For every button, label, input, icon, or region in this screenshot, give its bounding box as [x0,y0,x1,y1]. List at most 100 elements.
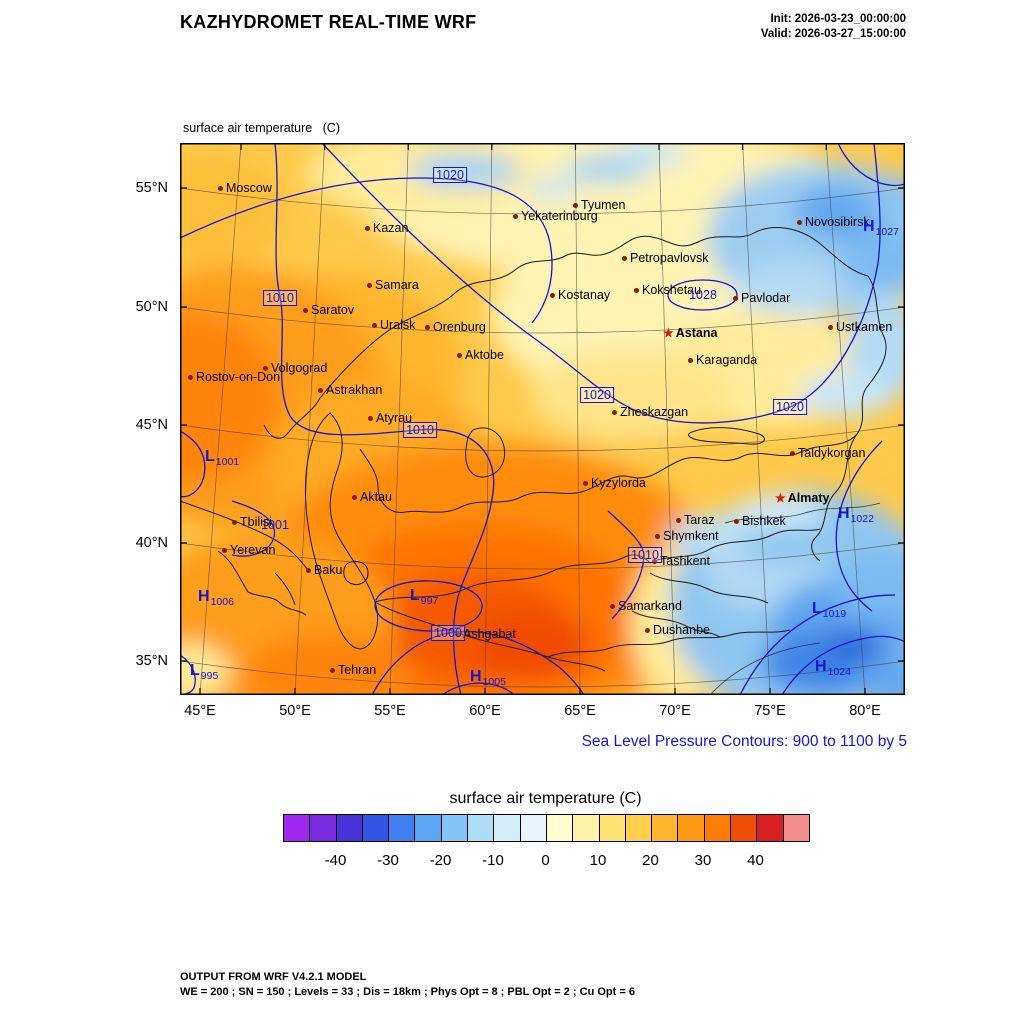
pressure-high-marker: H1005 [470,668,506,688]
lon-tick-label: 50°E [279,703,311,719]
colorbar-cell [310,815,337,841]
colorbar-tick-label: 0 [541,852,550,869]
map-overlay: Moscow Kazan Yekaterinburg Tyumen Novosibirs… [180,143,905,695]
city-dot-icon [455,631,460,637]
city-label: Petropavlovsk [630,251,709,265]
city-marker: Taraz [676,513,715,527]
pressure-low-marker: L1001 [205,448,240,468]
city-label: Taldykorgan [798,446,866,460]
pressure-value: 1001 [215,456,240,468]
city-dot-icon [733,295,738,301]
pressure-letter: L [205,448,215,465]
pressure-letter: L [190,662,200,679]
city-dot-icon [688,357,693,363]
colorbar-cell [573,815,600,841]
city-marker: Samarkand [610,599,682,613]
city-label: Aktau [360,490,392,504]
city-dot-icon [306,567,311,573]
colorbar-cell [704,815,732,841]
city-marker: ★ Almaty [775,491,829,505]
city-dot-icon [352,494,357,500]
city-dot-icon [232,519,237,525]
city-label: Taraz [684,513,715,527]
pressure-letter: H [815,658,827,675]
city-marker: Aktobe [457,348,504,362]
city-label: Shymkent [663,529,719,543]
pressure-value: 1027 [875,226,899,238]
city-dot-icon [828,324,833,330]
city-label: Dushanbe [653,623,710,637]
pressure-letter: L [812,600,822,617]
city-star-icon: ★ [663,326,674,340]
city-dot-icon [652,558,657,564]
city-label: Tehran [338,663,377,677]
map-borders [180,227,887,695]
map-frame-border [180,143,905,695]
city-label: Samarkand [618,599,682,613]
lon-tick-label: 80°E [849,703,881,719]
city-dot-icon [372,322,377,328]
lat-tick-label: 35°N [135,653,168,669]
pressure-value: 1024 [827,666,851,678]
city-label: Tbilisi [240,515,272,529]
pressure-value: 997 [420,595,439,607]
latitude-axis: 55°N 50°N 45°N 40°N 35°N [98,143,168,695]
pressure-high-marker: H1006 [198,588,234,608]
lat-tick-label: 55°N [135,180,168,196]
city-label: Kokshetau [642,283,702,297]
map-canvas [180,143,905,695]
colorbar-tick-label: 20 [642,852,659,869]
city-label: Kyzylorda [591,476,646,490]
city-marker: Taldykorgan [790,446,865,460]
pressure-letter: L [410,587,420,604]
colorbar-cell [441,815,469,841]
colorbar-tick-label: 10 [589,852,607,869]
lon-tick-label: 55°E [374,703,406,719]
contour-caption: Sea Level Pressure Contours: 900 to 1100… [581,733,907,750]
city-marker: Novosibirsk [797,215,870,229]
pressure-value: 1006 [210,596,234,608]
city-label: Yekaterinburg [521,209,598,223]
city-marker: ★ Astana [663,326,717,340]
page-title: KAZHYDROMET REAL-TIME WRF [180,12,477,32]
pressure-contour-label: 1020 [433,167,467,183]
city-label: Rostov-on-Don [196,370,281,384]
city-marker: Karaganda [688,353,757,367]
init-time: Init: 2026-03-23_00:00:00 [770,13,906,25]
lat-tick-label: 50°N [135,299,168,315]
run-times: Init: 2026-03-23_00:00:00 Valid: 2026-03… [761,12,906,42]
city-dot-icon [655,533,660,539]
city-marker: Yekaterinburg [513,209,598,223]
city-marker: Kostanay [550,288,610,302]
city-dot-icon [612,409,617,415]
pressure-contour-label: 1010 [403,422,437,438]
city-dot-icon [797,219,802,225]
pressure-high-marker: H1027 [863,218,899,238]
city-dot-icon [365,225,370,231]
city-dot-icon [367,282,372,288]
city-marker: Aktau [352,490,392,504]
colorbar-tick-label: 40 [747,852,764,869]
city-marker: Yerevan [222,543,275,557]
pressure-letter: H [838,505,850,522]
weather-map: Moscow Kazan Yekaterinburg Tyumen Novosibirs… [180,143,905,695]
city-marker: Tehran [330,663,376,677]
city-marker: Rostov-on-Don [188,370,280,384]
city-dot-icon [263,365,268,371]
city-label: Baku [314,563,343,577]
city-marker: Baku [306,563,343,577]
city-dot-icon [734,518,739,524]
city-dot-icon [222,547,227,553]
city-marker: Kyzylorda [583,476,646,490]
city-marker: Bishkek [734,514,786,528]
colorbar-cell [652,815,679,841]
city-dot-icon [425,324,430,330]
city-dot-icon [188,374,193,380]
city-label: Orenburg [433,320,486,334]
city-star-icon: ★ [775,491,786,505]
footer-config-line: WE = 200 ; SN = 150 ; Levels = 33 ; Dis … [180,986,635,998]
city-marker: Saratov [303,303,354,317]
city-marker: Kazan [365,221,408,235]
colorbar-cell [494,815,521,841]
city-label: Tashkent [660,554,711,568]
